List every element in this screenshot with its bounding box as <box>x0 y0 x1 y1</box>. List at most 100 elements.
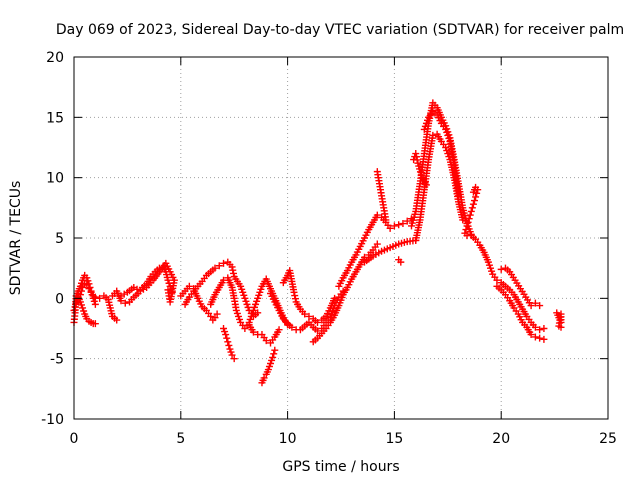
data-point-plus <box>474 186 482 194</box>
series-arc-q <box>373 168 390 224</box>
data-point-plus <box>87 288 95 296</box>
data-point-plus <box>399 220 407 228</box>
data-point-plus <box>77 287 85 295</box>
data-point-plus <box>527 302 535 310</box>
data-point-plus <box>463 222 471 230</box>
data-point-plus <box>493 276 501 284</box>
data-point-plus <box>531 299 539 307</box>
chart-title: Day 069 of 2023, Sidereal Day-to-day VTE… <box>56 22 624 38</box>
series-arc-b <box>70 293 99 328</box>
data-point-plus <box>540 335 548 343</box>
data-point-plus <box>211 264 219 272</box>
data-point-plus <box>290 288 298 296</box>
data-point-plus <box>229 266 237 274</box>
x-tick-label: 20 <box>492 431 510 447</box>
data-point-plus <box>386 224 394 232</box>
x-tick-label: 10 <box>279 431 297 447</box>
data-point-plus <box>557 323 565 331</box>
data-point-plus <box>465 215 473 223</box>
y-tick-label: 5 <box>55 231 64 247</box>
data-point-plus <box>466 211 474 219</box>
data-point-plus <box>113 316 121 324</box>
data-point-plus <box>301 310 309 318</box>
data-point-plus <box>225 341 233 349</box>
data-point-plus <box>412 153 420 161</box>
data-point-plus <box>497 265 505 273</box>
data-point-plus <box>229 269 237 277</box>
y-tick-label: 10 <box>46 171 64 187</box>
y-axis-label: SDTVAR / TECUs <box>8 181 24 296</box>
data-point-plus <box>397 258 405 266</box>
data-point-plus <box>91 300 99 308</box>
series-arc-o <box>335 211 415 290</box>
series-arc-d <box>108 263 176 307</box>
data-point-plus <box>269 353 277 361</box>
x-tick-label: 15 <box>385 431 403 447</box>
data-point-plus <box>413 156 421 164</box>
series-arc-m <box>279 267 339 326</box>
data-point-plus <box>222 331 230 339</box>
data-point-plus <box>223 334 231 342</box>
data-point-plus <box>270 350 278 358</box>
data-point-plus <box>230 355 238 363</box>
series-arc-g <box>181 258 262 320</box>
series-arc-j <box>245 321 283 347</box>
data-point-plus <box>71 303 79 311</box>
data-point-plus <box>459 216 467 224</box>
ticks-layer: 0 5 10 15 20 25 -10 -5 0 5 10 15 20 <box>41 50 617 447</box>
data-point-plus <box>76 291 84 299</box>
data-point-plus <box>536 326 544 334</box>
data-point-plus <box>527 331 535 339</box>
series-arc-u <box>410 150 430 189</box>
series-arc-x <box>467 232 548 334</box>
data-point-plus <box>211 314 219 322</box>
data-point-plus <box>249 328 257 336</box>
series-arc-a <box>70 271 99 326</box>
series-arc-h <box>207 274 292 332</box>
data-point-plus <box>164 286 172 294</box>
data-point-plus <box>262 337 270 345</box>
data-point-plus <box>467 207 475 215</box>
series-arc-c <box>76 280 121 324</box>
data-point-plus <box>540 325 548 332</box>
y-tick-label: 15 <box>46 110 64 126</box>
grid-layer <box>74 57 608 419</box>
data-point-plus <box>468 204 476 212</box>
data-point-plus <box>228 351 236 359</box>
data-point-plus <box>422 181 430 189</box>
series-arc-za <box>553 309 565 331</box>
data-point-plus <box>213 310 221 318</box>
data-point-plus <box>454 192 462 200</box>
data-point-plus <box>469 200 477 208</box>
data-point-plus <box>331 294 339 302</box>
x-tick-label: 0 <box>70 431 79 447</box>
data-point-plus <box>462 226 470 234</box>
data-point-plus <box>412 150 420 158</box>
data-point-plus <box>260 374 268 382</box>
series-arc-w <box>461 183 482 240</box>
data-point-plus <box>536 334 544 342</box>
data-point-plus <box>271 346 279 354</box>
data-point-plus <box>531 333 539 341</box>
y-tick-label: 0 <box>55 291 64 307</box>
y-tick-label: -5 <box>50 352 64 368</box>
data-point-plus <box>305 312 313 320</box>
x-tick-label: 25 <box>599 431 617 447</box>
data-point-plus <box>275 326 283 334</box>
data-point-plus <box>473 189 481 197</box>
data-point-plus <box>390 222 398 230</box>
data-point-plus <box>83 281 91 289</box>
data-point-plus <box>288 323 296 331</box>
data-point-plus <box>228 263 236 271</box>
y-tick-label: 20 <box>46 50 64 66</box>
data-point-plus <box>373 211 381 219</box>
data-point-plus <box>79 283 87 291</box>
data-point-plus <box>403 217 411 225</box>
series-arc-k <box>258 346 279 387</box>
series-arc-i <box>220 325 238 363</box>
data-point-plus <box>314 318 322 326</box>
data-point-plus <box>215 262 223 270</box>
x-tick-label: 5 <box>176 431 185 447</box>
